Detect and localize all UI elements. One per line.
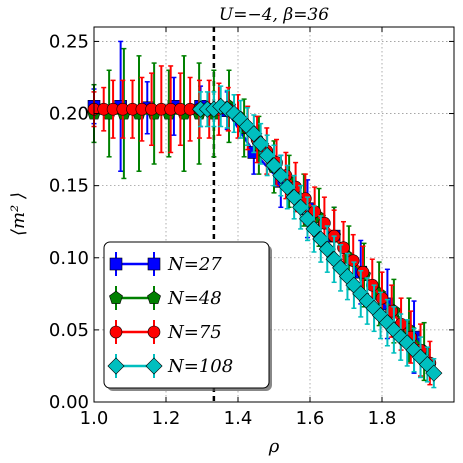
legend-item: N=27: [109, 252, 222, 276]
legend-marker: [107, 357, 125, 375]
y-tick-label: 0.05: [49, 320, 89, 341]
legend-item: N=108: [107, 354, 233, 378]
legend-item: N=75: [109, 320, 222, 344]
legend-marker: [109, 325, 123, 339]
legend-label: N=48: [167, 288, 222, 309]
plot-frame: [93, 26, 455, 403]
legend-marker: [147, 290, 161, 304]
x-tick-label: 1.8: [368, 408, 397, 429]
series-layer: [87, 40, 443, 389]
y-tick-label: 0.20: [49, 104, 89, 125]
y-tick-label: 0.00: [49, 392, 89, 413]
data-point: [425, 364, 443, 382]
data-point: [356, 265, 370, 279]
legend-label: N=27: [167, 254, 222, 275]
legend-marker: [145, 357, 163, 375]
legend-marker: [109, 257, 123, 271]
x-tick-label: 1.0: [80, 408, 109, 429]
data-point: [258, 146, 276, 164]
x-tick-label: 1.6: [296, 408, 325, 429]
y-tick-label: 0.15: [49, 176, 89, 197]
data-point: [292, 198, 310, 216]
legend-marker: [109, 290, 123, 304]
y-ticks: 0.00 0.05 0.10 0.15 0.20 0.25: [49, 31, 454, 413]
legend-label: N=75: [167, 322, 222, 343]
data-point: [305, 220, 323, 238]
x-axis-label: ρ: [268, 436, 280, 457]
legend-marker: [147, 325, 161, 339]
data-point: [252, 135, 270, 153]
legend-label: N=108: [167, 356, 233, 377]
y-tick-label: 0.25: [49, 31, 89, 52]
data-point: [375, 291, 389, 305]
data-point: [245, 125, 263, 143]
y-axis-label: ⟨m² ⟩: [8, 192, 29, 236]
legend-marker: [147, 257, 161, 271]
x-ticks: 1.0 1.2 1.4 1.6 1.8: [80, 27, 397, 429]
data-point: [337, 241, 350, 254]
x-tick-label: 1.2: [152, 408, 181, 429]
chart-title: U=−4, β=36: [219, 5, 329, 25]
legend: N=27 N=48 N=75 N=108: [103, 241, 272, 391]
legend-box: [103, 241, 270, 389]
legend-item: N=48: [109, 286, 222, 310]
series-N=108: [192, 85, 443, 389]
data-point: [278, 178, 296, 196]
data-point: [272, 167, 290, 185]
y-tick-label: 0.10: [49, 248, 89, 269]
data-point: [392, 328, 410, 346]
data-point: [265, 156, 283, 174]
x-tick-label: 1.4: [224, 408, 253, 429]
data-point: [318, 240, 336, 258]
